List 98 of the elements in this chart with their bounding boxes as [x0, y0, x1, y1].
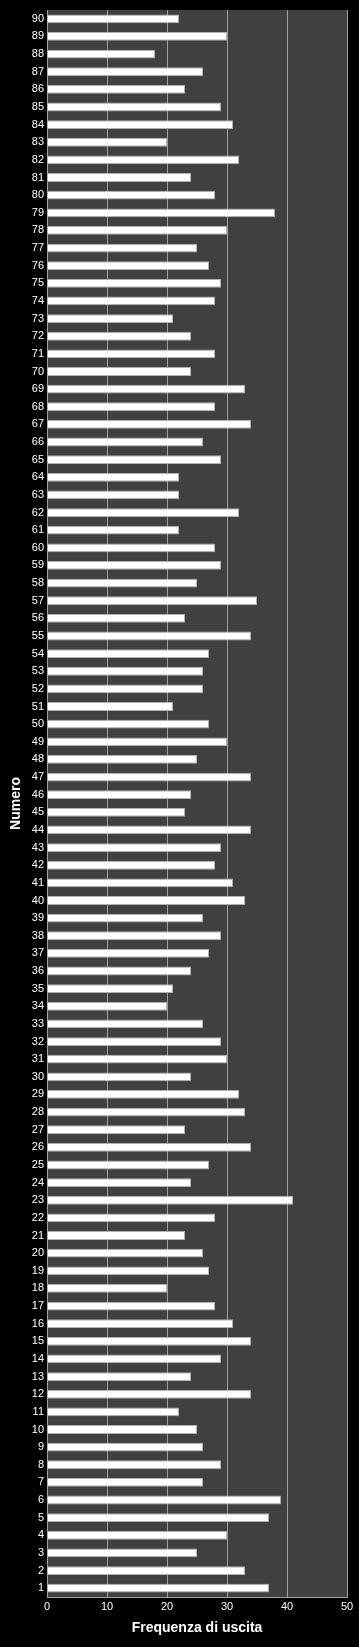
y-tick-label: 57 — [31, 593, 45, 606]
y-tick-label: 61 — [31, 523, 45, 536]
x-tick-label: 10 — [100, 1599, 114, 1612]
y-tick-label: 65 — [31, 452, 45, 465]
y-tick-label: 72 — [31, 329, 45, 342]
x-tick-label: 40 — [280, 1599, 294, 1612]
y-tick-label: 67 — [31, 417, 45, 430]
y-tick-label: 9 — [37, 1440, 45, 1453]
y-tick-label: 36 — [31, 964, 45, 977]
y-tick-label: 55 — [31, 629, 45, 642]
x-tick-label: 20 — [160, 1599, 174, 1612]
y-tick-label: 47 — [31, 770, 45, 783]
y-tick-label: 29 — [31, 1087, 45, 1100]
y-tick-label: 2 — [37, 1563, 45, 1576]
y-tick-label: 89 — [31, 29, 45, 42]
y-tick-label: 87 — [31, 64, 45, 77]
y-tick-label: 48 — [31, 752, 45, 765]
y-tick-label: 82 — [31, 152, 45, 165]
y-tick-label: 44 — [31, 822, 45, 835]
y-tick-label: 69 — [31, 382, 45, 395]
y-tick-label: 18 — [31, 1281, 45, 1294]
y-tick-label: 3 — [37, 1545, 45, 1558]
y-tick-label: 16 — [31, 1316, 45, 1329]
y-tick-label: 83 — [31, 135, 45, 148]
y-tick-label: 38 — [31, 928, 45, 941]
y-tick-label: 5 — [37, 1510, 45, 1523]
y-tick-label: 88 — [31, 47, 45, 60]
y-tick-label: 27 — [31, 1122, 45, 1135]
y-tick-label: 56 — [31, 611, 45, 624]
y-tick-label: 77 — [31, 241, 45, 254]
y-tick-label: 63 — [31, 487, 45, 500]
y-tick-label: 37 — [31, 946, 45, 959]
y-tick-label: 90 — [31, 11, 45, 24]
y-tick-label: 45 — [31, 805, 45, 818]
x-tick-label: 0 — [43, 1599, 51, 1612]
y-tick-label: 84 — [31, 117, 45, 130]
y-tick-label: 68 — [31, 399, 45, 412]
y-tick-label: 19 — [31, 1263, 45, 1276]
y-tick-label: 35 — [31, 981, 45, 994]
y-tick-label: 30 — [31, 1069, 45, 1082]
y-tick-label: 74 — [31, 293, 45, 306]
y-tick-label: 81 — [31, 170, 45, 183]
y-tick-label: 60 — [31, 540, 45, 553]
y-tick-label: 71 — [31, 346, 45, 359]
y-tick-label: 22 — [31, 1210, 45, 1223]
y-tick-label: 1 — [37, 1581, 45, 1594]
y-tick-label: 21 — [31, 1228, 45, 1241]
x-tick-label: 30 — [220, 1599, 234, 1612]
y-tick-label: 24 — [31, 1175, 45, 1188]
y-tick-label: 28 — [31, 1105, 45, 1118]
y-tick-label: 10 — [31, 1422, 45, 1435]
y-tick-label: 59 — [31, 558, 45, 571]
y-tick-label: 51 — [31, 699, 45, 712]
y-tick-label: 14 — [31, 1351, 45, 1364]
y-tick-label: 70 — [31, 364, 45, 377]
y-tick-label: 58 — [31, 576, 45, 589]
y-tick-label: 25 — [31, 1158, 45, 1171]
y-tick-label: 46 — [31, 787, 45, 800]
y-tick-label: 76 — [31, 258, 45, 271]
y-tick-label: 75 — [31, 276, 45, 289]
y-tick-label: 50 — [31, 717, 45, 730]
y-tick-label: 31 — [31, 1052, 45, 1065]
y-tick-label: 41 — [31, 875, 45, 888]
y-tick-label: 53 — [31, 664, 45, 677]
x-axis-title: Frequenza di uscita — [131, 1619, 263, 1636]
y-tick-label: 13 — [31, 1369, 45, 1382]
y-tick-label: 54 — [31, 646, 45, 659]
y-tick-label: 62 — [31, 505, 45, 518]
x-tick-label: 50 — [340, 1599, 354, 1612]
y-tick-label: 20 — [31, 1246, 45, 1259]
y-tick-label: 49 — [31, 734, 45, 747]
y-tick-label: 52 — [31, 681, 45, 694]
y-tick-label: 6 — [37, 1493, 45, 1506]
y-tick-label: 73 — [31, 311, 45, 324]
y-tick-label: 32 — [31, 1034, 45, 1047]
y-tick-label: 39 — [31, 911, 45, 924]
y-axis-title: Numero — [7, 777, 24, 830]
y-tick-label: 79 — [31, 205, 45, 218]
y-tick-label: 85 — [31, 100, 45, 113]
y-tick-label: 78 — [31, 223, 45, 236]
y-tick-label: 26 — [31, 1140, 45, 1153]
y-tick-label: 33 — [31, 1016, 45, 1029]
y-tick-label: 86 — [31, 82, 45, 95]
y-tick-label: 4 — [37, 1528, 45, 1541]
y-tick-label: 40 — [31, 893, 45, 906]
y-tick-label: 66 — [31, 435, 45, 448]
y-tick-label: 80 — [31, 188, 45, 201]
y-tick-label: 8 — [37, 1457, 45, 1470]
y-tick-label: 12 — [31, 1387, 45, 1400]
y-tick-label: 15 — [31, 1334, 45, 1347]
y-tick-label: 34 — [31, 999, 45, 1012]
y-tick-label: 7 — [37, 1475, 45, 1488]
y-tick-label: 17 — [31, 1299, 45, 1312]
y-tick-label: 64 — [31, 470, 45, 483]
y-tick-label: 23 — [31, 1193, 45, 1206]
y-tick-label: 43 — [31, 840, 45, 853]
y-tick-label: 11 — [32, 1404, 45, 1417]
y-tick-label: 42 — [31, 858, 45, 871]
